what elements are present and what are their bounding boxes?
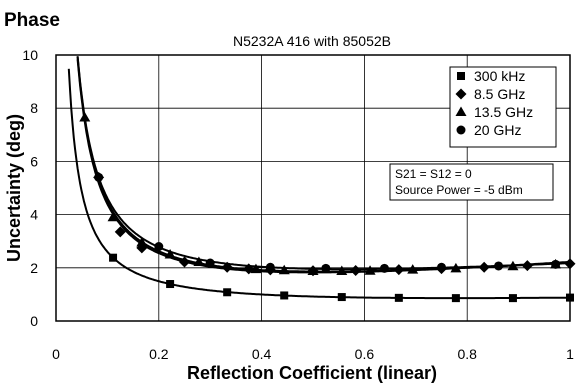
data-point-diamond	[521, 260, 533, 272]
data-point-triangle	[364, 265, 376, 275]
y-tick-label: 10	[22, 47, 38, 63]
data-point-diamond	[179, 256, 190, 268]
data-point-diamond	[393, 264, 405, 276]
x-tick-label: 0.4	[252, 346, 272, 362]
data-point-circle	[379, 263, 389, 273]
y-tick-label: 4	[30, 207, 38, 223]
x-tick-label: 0.2	[149, 346, 169, 362]
data-point-triangle	[450, 262, 462, 273]
legend-box	[449, 66, 557, 148]
data-point-square	[223, 288, 232, 297]
conditions-note: S21 = S12 = 0 Source Power = -5 dBm	[389, 163, 554, 201]
chart-heading: Phase	[4, 10, 60, 31]
y-tick-labels: 0 2 4 6 8 10	[22, 47, 38, 329]
x-axis-title: Reflection Coefficient (linear)	[187, 363, 437, 383]
conditions-line-1: S21 = S12 = 0	[395, 167, 472, 181]
data-point-circle	[551, 259, 561, 269]
data-point-triangle	[278, 264, 290, 275]
data-point-square	[508, 294, 517, 303]
data-point-square	[166, 280, 175, 289]
data-point-triangle	[107, 211, 119, 222]
conditions-line-2: Source Power = -5 dBm	[395, 183, 523, 197]
data-point-triangle	[407, 264, 419, 274]
data-point-triangle	[336, 265, 348, 275]
legend-label: 20 GHz	[474, 122, 521, 138]
data-point-triangle	[193, 256, 205, 266]
data-point-triangle	[164, 249, 176, 259]
data-point-circle	[205, 258, 215, 268]
y-axis-title: Uncertainty (deg)	[4, 114, 24, 262]
data-point-diamond	[114, 226, 126, 238]
data-markers	[79, 112, 576, 303]
data-point-triangle	[79, 112, 91, 122]
legend-marker-circle	[456, 125, 466, 135]
data-point-triangle	[307, 265, 319, 275]
data-point-triangle	[250, 263, 262, 274]
y-tick-label: 0	[30, 313, 38, 329]
x-tick-label: 0	[52, 346, 60, 362]
legend-marker-diamond	[455, 88, 467, 100]
fit-curve-series-0	[67, 68, 570, 300]
x-tick-label: 1	[566, 346, 574, 362]
y-tick-label: 8	[30, 100, 38, 116]
x-tick-labels: 0 0.2 0.4 0.6 0.8 1	[52, 346, 574, 362]
conditions-box	[389, 163, 554, 201]
data-point-circle	[154, 242, 164, 252]
data-point-square	[109, 253, 118, 262]
data-point-circle	[94, 172, 104, 182]
plot-frame	[55, 54, 571, 322]
data-point-circle	[494, 261, 504, 271]
legend-label: 8.5 GHz	[474, 86, 525, 102]
data-point-diamond	[221, 261, 233, 273]
data-point-square	[394, 293, 403, 302]
y-tick-label: 6	[30, 153, 38, 169]
legend-label: 13.5 GHz	[474, 104, 533, 120]
x-tick-label: 0.6	[355, 346, 375, 362]
data-point-triangle	[507, 260, 519, 271]
data-point-circle	[321, 263, 331, 273]
chart-title: N5232A 416 with 85052B	[233, 33, 391, 49]
data-point-diamond	[478, 261, 490, 273]
x-tick-label: 0.8	[457, 346, 477, 362]
legend: 300 kHz 8.5 GHz 13.5 GHz 20 GHz	[449, 66, 557, 148]
legend-marker-triangle	[455, 106, 467, 116]
y-tick-label: 2	[30, 260, 38, 276]
data-point-square	[280, 291, 289, 300]
data-point-square	[337, 293, 346, 302]
data-point-diamond	[350, 264, 362, 276]
data-point-triangle	[136, 237, 148, 247]
data-point-circle	[437, 262, 446, 272]
legend-label: 300 kHz	[474, 68, 525, 84]
data-point-square	[451, 294, 460, 303]
data-point-circle	[265, 262, 275, 272]
legend-marker-square	[457, 72, 465, 80]
